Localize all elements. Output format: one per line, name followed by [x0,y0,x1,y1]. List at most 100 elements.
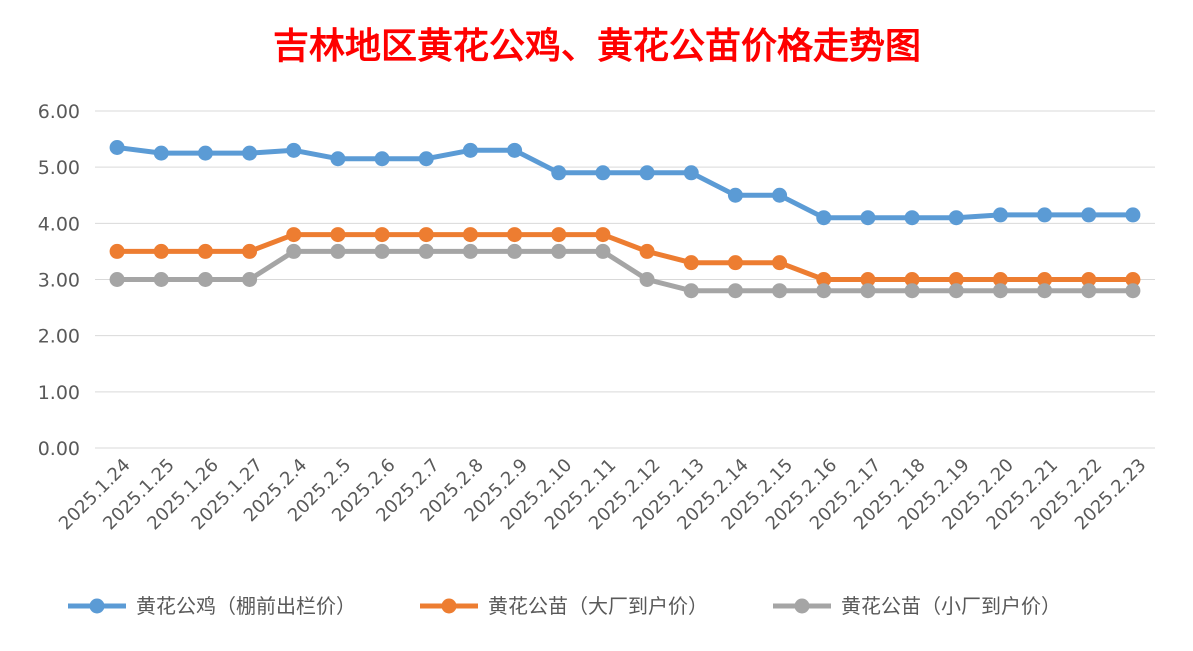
chart-title: 吉林地区黄花公鸡、黄花公苗价格走势图 [273,25,921,67]
gridlines [95,110,1155,449]
data-point [816,272,832,287]
legend-swatch-marker [441,598,457,614]
y-tick-label: 2.00 [38,326,80,348]
data-point [462,142,478,158]
data-point [595,227,611,243]
data-point [639,165,655,181]
data-point [1081,207,1097,223]
data-point [595,165,611,181]
data-point [109,140,125,156]
legend-item: 黄花公苗（大厂到户价） [420,594,708,618]
data-point [860,283,876,299]
data-point [772,187,788,203]
y-tick-label: 5.00 [38,157,80,179]
data-point [683,255,699,271]
data-point [153,145,169,161]
data-point [242,145,258,161]
data-point [507,227,523,243]
data-point [507,142,523,158]
data-point [330,227,346,243]
series-2 [109,227,1141,287]
data-point [1125,207,1141,223]
legend-item: 黄花公鸡（棚前出栏价） [68,594,356,618]
data-point [1037,283,1053,299]
data-point [816,210,832,226]
y-tick-label: 3.00 [38,270,80,292]
data-point [551,165,567,181]
data-point [197,243,213,259]
data-point [727,187,743,203]
data-point [683,165,699,181]
data-point [286,227,302,243]
data-point [374,151,390,167]
data-point [948,210,964,226]
data-point [109,243,125,259]
data-point [904,283,920,299]
y-tick-label: 0.00 [38,438,80,460]
data-point [507,243,523,259]
data-point [374,243,390,259]
data-point [1125,283,1141,299]
data-point [109,272,125,287]
data-point [153,272,169,287]
data-point [418,227,434,243]
series-line [114,232,1136,282]
data-point [153,243,169,259]
series-line [114,145,1136,221]
data-point [242,272,258,287]
data-point [860,210,876,226]
data-point [462,243,478,259]
y-tick-label: 6.00 [38,101,80,123]
y-tick-label: 1.00 [38,382,80,404]
series-line [114,248,1136,294]
legend-swatch-marker [794,598,810,614]
y-axis-ticks: 0.00 1.00 2.00 3.00 4.00 5.00 6.00 [38,101,80,460]
data-point [462,227,478,243]
x-axis-ticks: 2025.1.242025.1.252025.1.262025.1.272025… [55,455,1150,535]
series-lines [109,140,1141,299]
data-point [1125,272,1141,287]
data-point [992,207,1008,223]
data-point [1081,283,1097,299]
data-point [904,210,920,226]
data-point [816,283,832,299]
data-point [639,272,655,287]
legend-label: 黄花公鸡（棚前出栏价） [136,594,356,618]
data-point [948,272,964,287]
data-point [1081,272,1097,287]
data-point [197,145,213,161]
data-point [286,142,302,158]
data-point [860,272,876,287]
data-point [286,243,302,259]
legend: 黄花公鸡（棚前出栏价） 黄花公苗（大厂到户价） 黄花公苗（小厂到户价） [68,594,1061,618]
data-point [374,227,390,243]
series-1 [109,140,1141,226]
legend-swatch-marker [89,598,105,614]
data-point [639,243,655,259]
legend-label: 黄花公苗（大厂到户价） [488,594,708,618]
data-point [772,283,788,299]
data-point [595,243,611,259]
data-point [330,243,346,259]
legend-item: 黄花公苗（小厂到户价） [773,594,1061,618]
y-tick-label: 4.00 [38,213,80,235]
data-point [551,243,567,259]
data-point [904,272,920,287]
data-point [551,227,567,243]
data-point [197,272,213,287]
data-point [727,255,743,271]
data-point [418,151,434,167]
data-point [992,272,1008,287]
data-point [418,243,434,259]
data-point [330,151,346,167]
data-point [683,283,699,299]
data-point [1037,272,1053,287]
data-point [772,255,788,271]
data-point [727,283,743,299]
data-point [242,243,258,259]
series-3 [109,243,1141,299]
data-point [1037,207,1053,223]
data-point [992,283,1008,299]
